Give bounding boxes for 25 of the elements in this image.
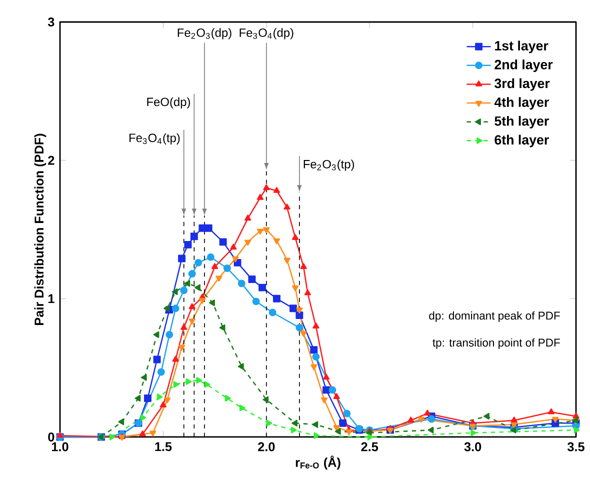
legend-label: 3rd layer — [494, 78, 550, 91]
x-tick-label: 3.5 — [567, 442, 584, 452]
y-axis-title: Pair Distribution Function (PDF) — [34, 134, 46, 325]
legend-label: 1st layer — [495, 40, 548, 54]
ref-line-label: Fe$_{2}$O$_{3}$(dp) — [178, 28, 232, 40]
ref-line-label: FeO(dp) — [147, 97, 190, 108]
x-tick-label: 2.0 — [258, 442, 275, 452]
ref-line-label: Fe$_{3}$O$_{4}$(dp) — [240, 28, 294, 40]
y-tick-label: 3 — [48, 18, 54, 26]
x-tick-label: 2.5 — [361, 442, 378, 452]
legend-label: 6th layer — [494, 134, 549, 148]
x-axis-title: r$_{Fe-O}$ (Å) — [296, 456, 340, 470]
y-tick-label: 0 — [48, 432, 54, 442]
y-tick-label: 1 — [48, 294, 54, 304]
annotation: dp: dominant peak of PDF — [429, 311, 560, 322]
annotation: tp: transition point of PDF — [432, 338, 560, 349]
x-tick-label: 1.5 — [155, 442, 172, 452]
x-tick-label: 1.0 — [52, 442, 68, 452]
y-tick-label: 2 — [48, 156, 54, 165]
legend-label: 5th layer — [494, 116, 549, 128]
x-tick-label: 3.0 — [464, 442, 482, 452]
ref-line-label: Fe$_{3}$O$_{4}$(tp) — [129, 133, 180, 144]
ref-line-label: Fe$_{2}$O$_{3}$(tp) — [304, 160, 354, 171]
legend-label: 2nd layer — [494, 60, 553, 72]
legend-label: 4th layer — [494, 97, 549, 110]
